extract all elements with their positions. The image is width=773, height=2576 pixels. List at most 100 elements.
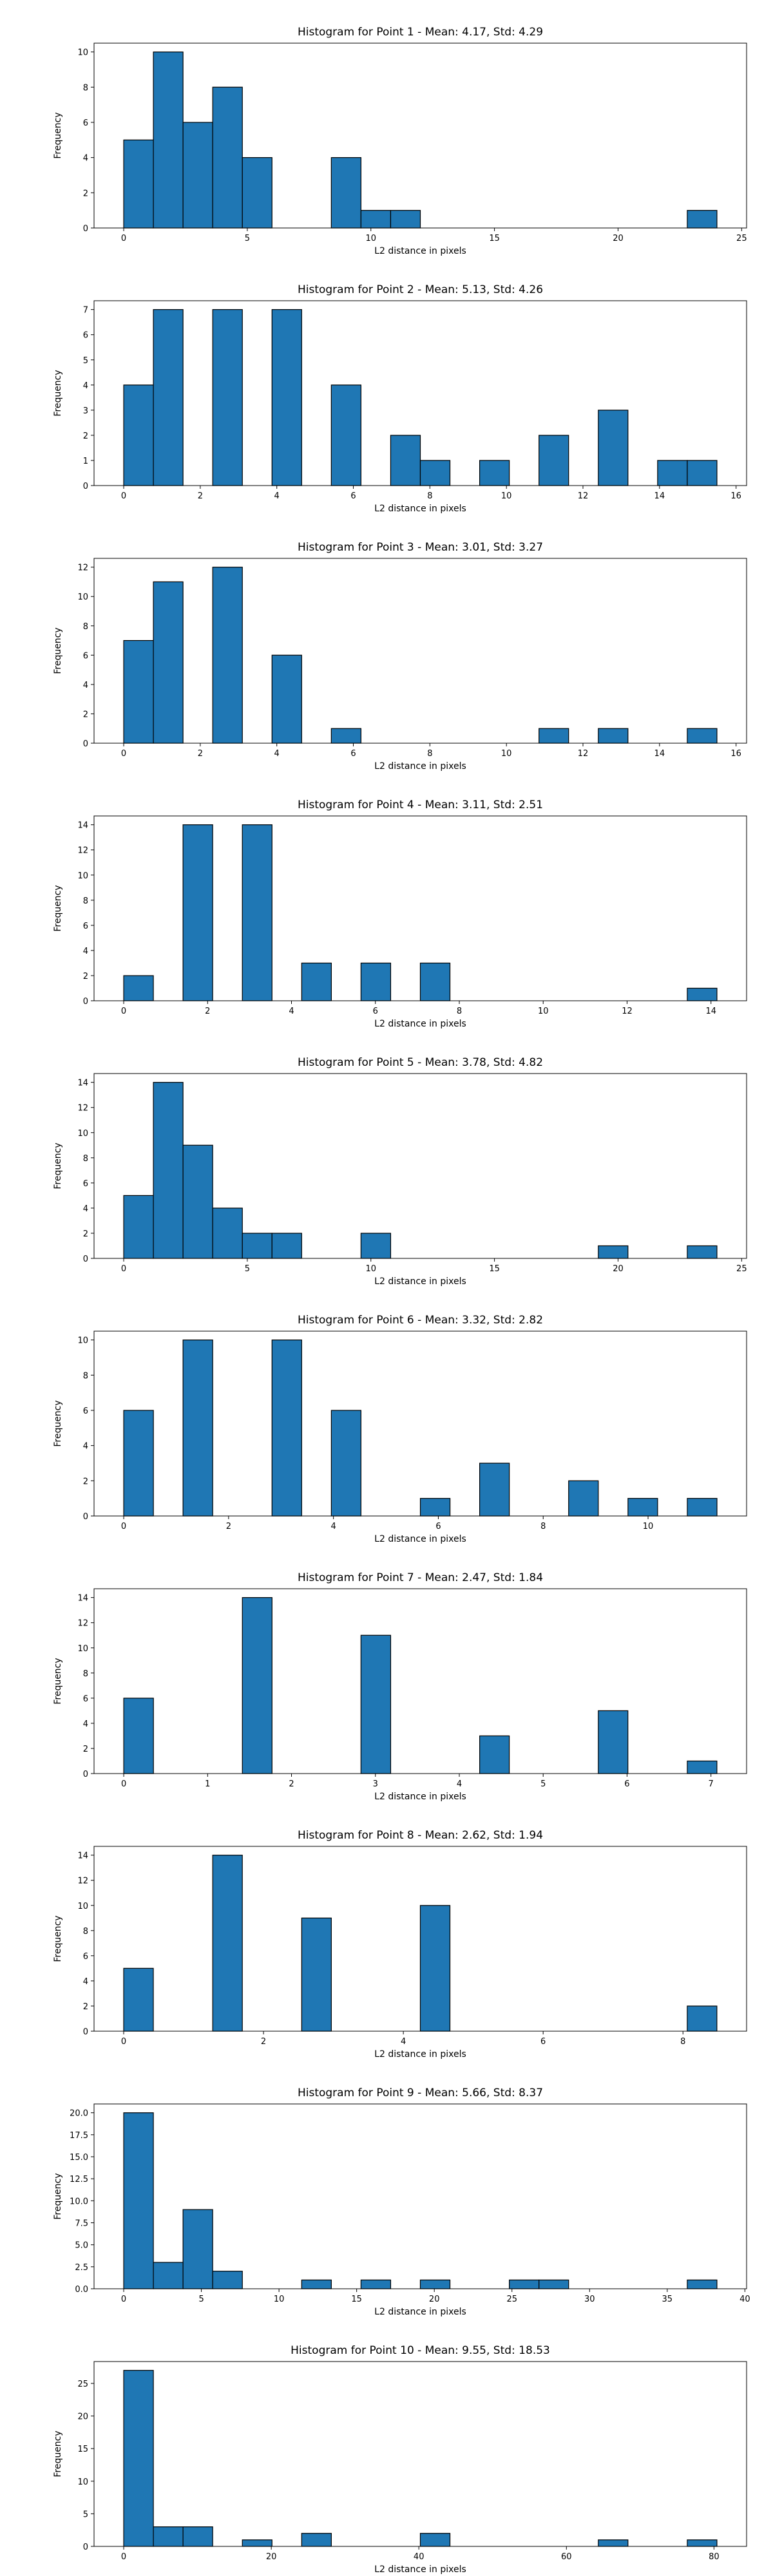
axes-frame xyxy=(93,2103,747,2289)
y-tick-label: 6 xyxy=(83,118,88,128)
x-tick-label: 12 xyxy=(578,749,589,759)
y-tick-label: 4 xyxy=(83,381,88,391)
x-tick-label: 40 xyxy=(414,2552,425,2562)
x-tick-label: 14 xyxy=(705,1007,716,1016)
bar xyxy=(687,460,718,486)
y-tick-label: 4 xyxy=(83,1719,88,1729)
x-tick-label: 7 xyxy=(709,1779,714,1789)
bar xyxy=(598,2539,629,2547)
y-tick-label: 10 xyxy=(77,1129,88,1139)
bar xyxy=(687,210,718,229)
axes-frame xyxy=(93,558,747,744)
x-tick-label: 20 xyxy=(613,1264,624,1274)
y-tick-label: 2 xyxy=(83,189,88,198)
y-tick-label: 7.5 xyxy=(75,2219,88,2229)
x-tick-label: 14 xyxy=(654,491,665,501)
x-tick-label: 4 xyxy=(274,749,280,759)
y-tick-label: 17.5 xyxy=(70,2131,88,2141)
x-axis-label: L2 distance in pixels xyxy=(374,504,466,514)
histogram-panel: 0 5 10 15 20 25 0 2 4 6 8 10 Histogram for Point 1 -… xyxy=(53,26,747,256)
x-tick-label: 6 xyxy=(350,749,356,759)
x-axis-label: L2 distance in pixels xyxy=(374,246,466,256)
y-tick-label: 10.0 xyxy=(70,2197,88,2206)
x-tick-label: 10 xyxy=(365,234,376,243)
histogram-panel: 0 5 10 15 20 25 30 35 40 0.0 2.5 5.0 7.5 10.0 12.5 15.0… xyxy=(53,2087,750,2317)
y-tick-label: 0 xyxy=(83,1255,88,1264)
y-tick-label: 10 xyxy=(77,592,88,602)
y-tick-label: 14 xyxy=(77,1594,88,1604)
y-tick-label: 0 xyxy=(83,739,88,749)
y-tick-label: 8 xyxy=(83,1154,88,1164)
bar xyxy=(123,139,154,229)
y-axis-label: Frequency xyxy=(53,2430,63,2477)
y-tick-label: 5 xyxy=(83,356,88,366)
x-tick-label: 10 xyxy=(501,749,512,759)
chart-title: Histogram for Point 1 - Mean: 4.17, Std:… xyxy=(298,26,543,39)
x-tick-label: 10 xyxy=(274,2295,285,2304)
histogram-panel: 0 2 4 6 8 0 2 4 6 8 10 12 14 Histogram for Point 8 - … xyxy=(53,1829,747,2060)
y-tick-label: 5.0 xyxy=(75,2241,88,2251)
bar xyxy=(687,2279,718,2289)
x-axis-label: L2 distance in pixels xyxy=(374,761,466,772)
bar xyxy=(212,309,243,486)
bar xyxy=(360,1634,392,1774)
histogram-panel: 0 5 10 15 20 25 0 2 4 6 8 10 12 14 Histogram for Point… xyxy=(53,1056,747,1287)
bar xyxy=(123,975,154,1001)
x-tick-label: 25 xyxy=(736,1264,747,1274)
y-tick-label: 8 xyxy=(83,83,88,93)
bar xyxy=(123,639,154,744)
bar xyxy=(123,2370,154,2547)
y-tick-label: 10 xyxy=(77,871,88,881)
bar xyxy=(153,2526,184,2547)
bar xyxy=(419,962,451,1001)
y-tick-label: 2.5 xyxy=(75,2263,88,2273)
x-tick-label: 0 xyxy=(121,2037,126,2047)
bar xyxy=(301,1917,332,2032)
x-tick-label: 8 xyxy=(427,491,432,501)
y-tick-label: 12 xyxy=(77,564,88,573)
bar xyxy=(123,1698,154,1774)
bar xyxy=(153,52,184,229)
y-tick-label: 12 xyxy=(77,1104,88,1113)
x-tick-label: 8 xyxy=(540,1522,546,1531)
y-tick-label: 2 xyxy=(83,710,88,719)
axes-frame xyxy=(93,2361,747,2547)
y-axis-label: Frequency xyxy=(53,2173,63,2219)
bar xyxy=(212,1208,243,1259)
x-axis-label: L2 distance in pixels xyxy=(374,1534,466,1544)
y-tick-label: 2 xyxy=(83,1229,88,1239)
bar xyxy=(419,1905,451,2032)
bar xyxy=(598,728,629,744)
bar xyxy=(123,2112,154,2289)
bar xyxy=(657,460,688,486)
x-tick-label: 30 xyxy=(584,2295,595,2304)
x-axis-label: L2 distance in pixels xyxy=(374,2564,466,2575)
chart-title: Histogram for Point 10 - Mean: 9.55, Std… xyxy=(291,2344,550,2357)
bar xyxy=(687,728,718,744)
bar xyxy=(390,435,421,486)
axes-frame xyxy=(93,1588,747,1774)
bar xyxy=(509,2279,540,2289)
x-tick-label: 2 xyxy=(205,1007,210,1016)
bar xyxy=(123,1195,154,1259)
x-tick-label: 0 xyxy=(121,234,126,243)
x-tick-label: 15 xyxy=(351,2295,362,2304)
x-tick-label: 8 xyxy=(427,749,432,759)
x-tick-label: 2 xyxy=(226,1522,231,1531)
x-tick-label: 5 xyxy=(245,234,250,243)
x-tick-label: 10 xyxy=(501,491,512,501)
y-tick-label: 4 xyxy=(83,681,88,690)
x-axis-label: L2 distance in pixels xyxy=(374,2307,466,2317)
y-axis-label: Frequency xyxy=(53,885,63,931)
bar xyxy=(242,157,272,229)
x-axis-label: L2 distance in pixels xyxy=(374,1792,466,1802)
bar xyxy=(271,1233,302,1259)
bar xyxy=(271,309,302,486)
axes-frame xyxy=(93,43,747,229)
y-tick-label: 20 xyxy=(77,2412,88,2422)
bar xyxy=(212,1855,243,2032)
bar xyxy=(598,410,629,486)
